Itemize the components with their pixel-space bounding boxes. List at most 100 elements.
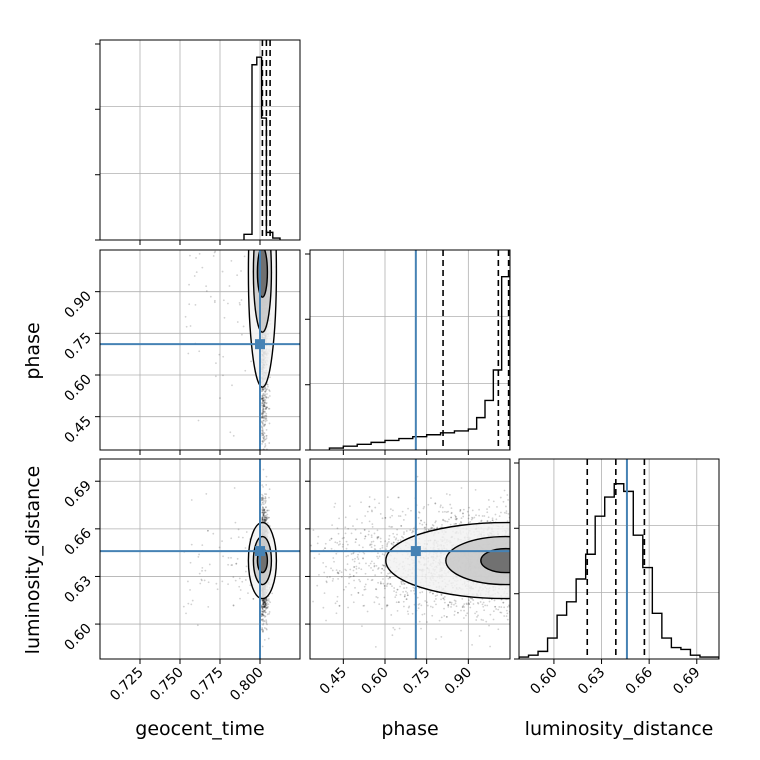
sample-point [264, 598, 267, 601]
sample-point [262, 393, 264, 396]
sample-point [215, 582, 218, 585]
sample-point [227, 302, 229, 305]
sample-point [264, 475, 266, 477]
panel-frame [99, 39, 301, 241]
sample-point [266, 601, 268, 604]
panel-content [100, 40, 300, 240]
sample-point [232, 576, 235, 579]
sample-point [260, 416, 263, 419]
sample-point [262, 600, 265, 603]
sample-point [265, 519, 268, 522]
sample-point [189, 254, 191, 257]
sample-point [238, 585, 241, 588]
sample-point [227, 556, 230, 559]
sample-point [262, 602, 264, 604]
sample-point [264, 497, 266, 500]
sample-point [208, 563, 211, 566]
sample-point [261, 519, 264, 522]
sample-point [261, 394, 264, 397]
sample-point [268, 611, 271, 613]
sample-point [260, 499, 263, 502]
sample-point [262, 436, 264, 439]
sample-point [261, 390, 264, 392]
sample-point [443, 601, 446, 604]
sample-point [461, 606, 464, 608]
sample-point [222, 555, 224, 558]
sample-point [252, 597, 255, 600]
sample-point [343, 588, 345, 591]
sample-point [262, 434, 265, 437]
sample-point [261, 427, 264, 429]
sample-point [207, 529, 209, 532]
sample-point [367, 533, 370, 536]
sample-point [265, 519, 267, 522]
sample-point [262, 396, 265, 399]
sample-point [262, 601, 265, 603]
sample-point [197, 419, 200, 422]
sample-point [263, 405, 266, 408]
sample-point [474, 612, 476, 615]
sample-point [241, 333, 243, 336]
sample-point [480, 520, 483, 523]
sample-point [263, 403, 265, 406]
sample-point [262, 497, 265, 500]
sample-point [261, 620, 264, 622]
sample-point [232, 434, 235, 437]
sample-point [263, 509, 266, 511]
sample-point [262, 605, 264, 608]
sample-point [267, 407, 270, 410]
sample-point [262, 601, 265, 604]
sample-point [262, 419, 265, 422]
sample-point [263, 515, 266, 518]
sample-point [262, 397, 265, 400]
sample-point [262, 404, 264, 407]
sample-point [264, 417, 266, 420]
sample-point [262, 606, 265, 609]
sample-point [268, 612, 271, 615]
sample-point [400, 525, 403, 527]
sample-point [262, 512, 265, 515]
sample-point [261, 517, 263, 520]
sample-point [262, 412, 265, 414]
sample-point [264, 601, 267, 603]
sample-point [264, 611, 267, 614]
sample-point [265, 402, 268, 404]
sample-point [505, 505, 507, 508]
sample-point [264, 602, 267, 605]
sample-point [234, 579, 237, 582]
sample-point [265, 484, 268, 486]
sample-point [266, 509, 269, 512]
sample-point [218, 532, 220, 534]
sample-point [263, 415, 265, 418]
sample-point [406, 594, 409, 597]
sample-point [265, 599, 268, 602]
sample-point [261, 599, 264, 602]
sample-point [261, 388, 263, 391]
sample-point [263, 423, 266, 426]
sample-point [263, 639, 266, 641]
sample-point [264, 598, 267, 600]
x-tick-label-geocent_time: 0.800 [227, 665, 267, 705]
sample-point [261, 511, 263, 514]
sample-point [265, 454, 267, 456]
sample-point [264, 420, 267, 423]
sample-point [313, 557, 316, 559]
sample-point [263, 614, 265, 617]
sample-point [268, 600, 270, 602]
sample-point [233, 487, 236, 489]
sample-point [507, 513, 510, 515]
sample-point [264, 615, 266, 618]
sample-point [264, 423, 266, 426]
sample-point [260, 606, 263, 608]
sample-point [261, 403, 264, 405]
sample-point [376, 529, 379, 532]
sample-point [261, 409, 264, 412]
x-tick-label-geocent_time: 0.725 [107, 665, 147, 705]
sample-point [265, 450, 267, 452]
sample-point [264, 414, 266, 417]
sample-point [427, 529, 430, 531]
sample-point [264, 455, 266, 457]
sample-point [262, 606, 265, 608]
sample-point [263, 512, 265, 515]
sample-point [263, 500, 265, 502]
